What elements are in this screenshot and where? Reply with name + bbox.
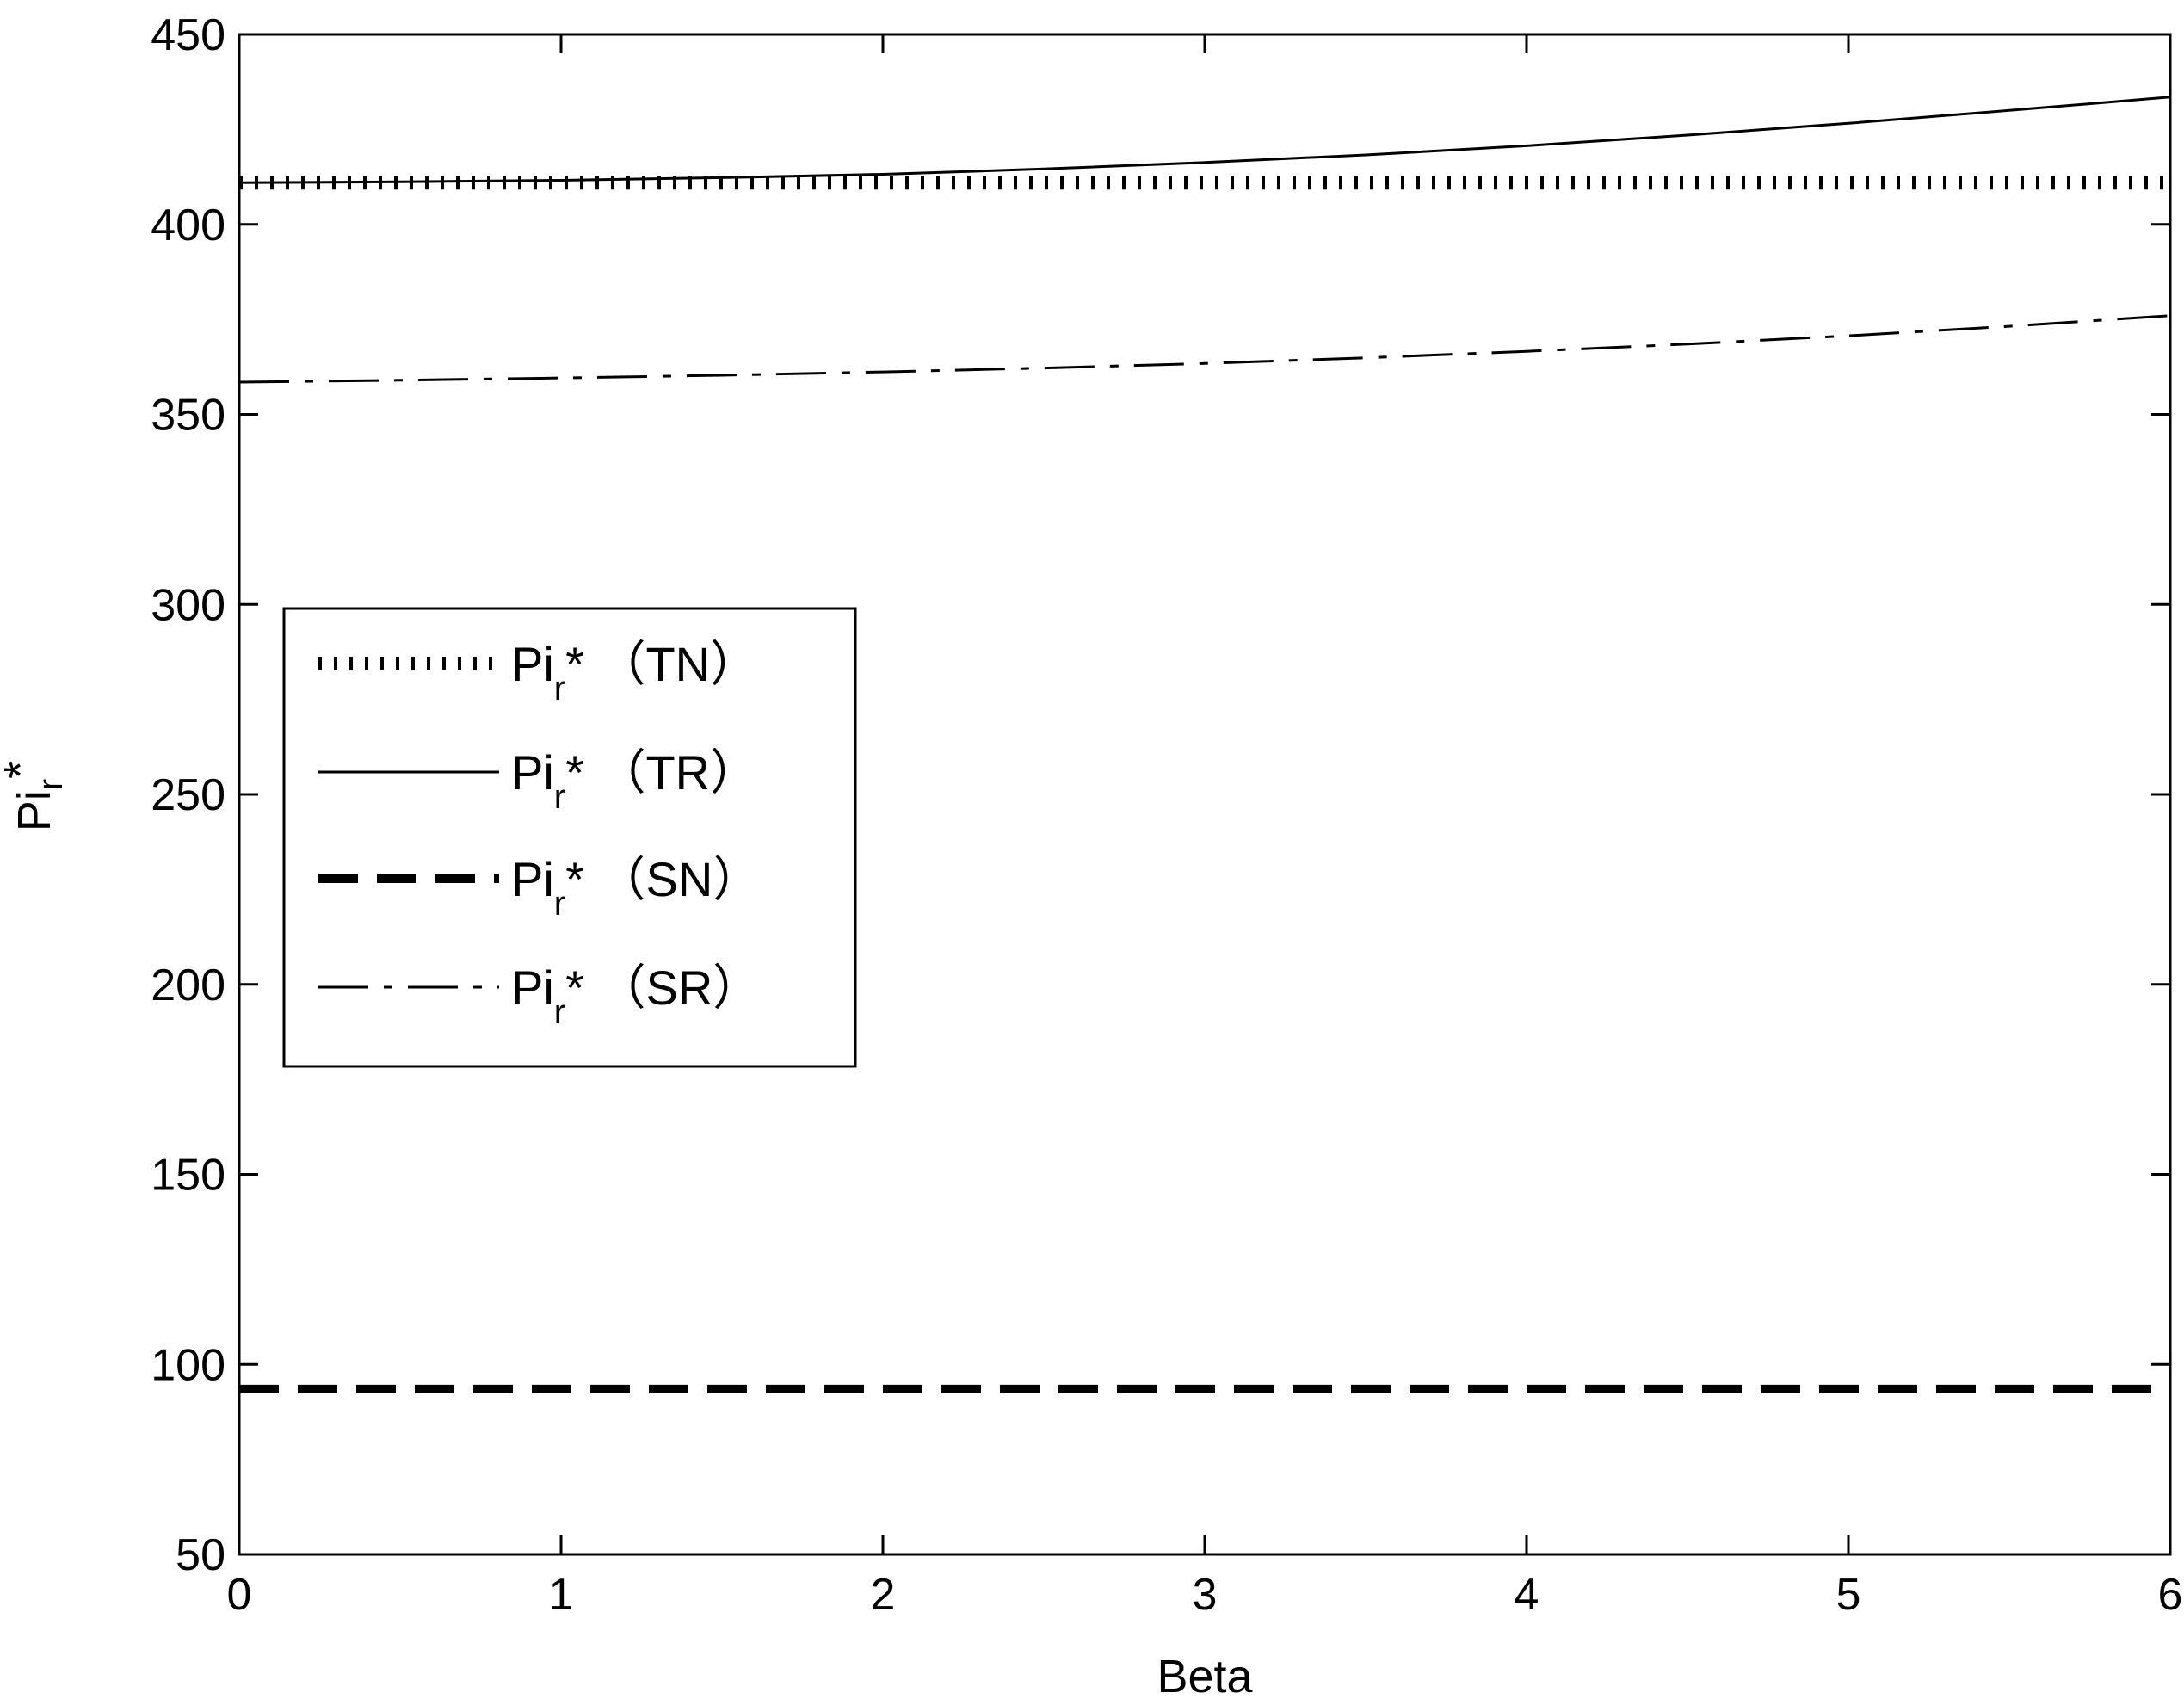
y-tick-label: 400	[151, 201, 225, 250]
y-tick-label: 250	[151, 770, 225, 820]
y-tick-label: 150	[151, 1151, 225, 1201]
y-tick-label: 450	[151, 10, 225, 60]
y-tick-label: 300	[151, 580, 225, 630]
y-axis-label: Pir*	[0, 761, 70, 831]
x-tick-label: 2	[871, 1570, 896, 1620]
y-tick-label: 100	[151, 1340, 225, 1390]
x-tick-label: 0	[227, 1570, 252, 1620]
x-tick-label: 5	[1836, 1570, 1861, 1620]
legend-label-1: Pir* （TN）	[511, 637, 758, 707]
series-line-2	[239, 96, 2170, 184]
legend-label-2: Pir* （TR）	[511, 745, 758, 816]
plot-area	[239, 96, 2170, 1393]
x-tick-label: 4	[1515, 1570, 1539, 1620]
x-tick-label: 6	[2158, 1570, 2183, 1620]
y-tick-label: 350	[151, 391, 225, 441]
y-tick-label: 200	[151, 961, 225, 1010]
legend-box	[282, 607, 857, 1068]
series-line-4	[239, 314, 2170, 384]
x-tick-label: 1	[549, 1570, 574, 1620]
axes: 0 1 2 3 4 5 6 50 100 150 200 250 300 350 400 450 Beta Pir…	[0, 10, 2182, 1702]
legend-label-4: Pir* （SR）	[511, 961, 761, 1031]
legend-label-3: Pir* （SN）	[511, 852, 761, 923]
x-tick-label: 3	[1193, 1570, 1218, 1620]
legend: Pir* （TN） Pir* （TR） Pir* （SN） Pir* （SR）	[282, 607, 857, 1068]
y-tick-label: 50	[176, 1530, 225, 1580]
x-axis-label: Beta	[1157, 1651, 1253, 1702]
